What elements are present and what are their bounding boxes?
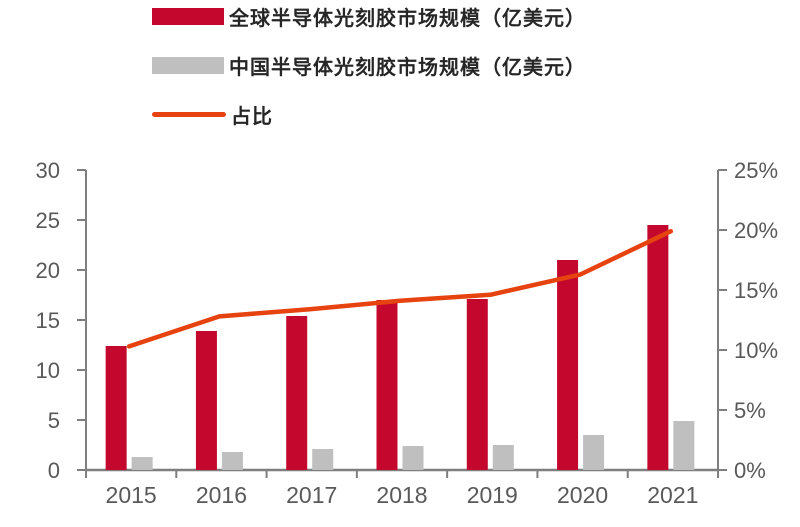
x-tick-label: 2017 [286, 482, 337, 508]
china-market-bar-2019 [492, 445, 514, 470]
legend-item-ratio: 占比 [152, 104, 586, 128]
legend-item-global: 全球半导体光刻胶市场规模（亿美元） [152, 6, 586, 30]
x-tick-label: 2020 [557, 482, 608, 508]
y-right-tick-label: 15% [734, 278, 778, 303]
china-market-bar-2021 [673, 421, 695, 470]
y-left-tick-label: 30 [36, 158, 60, 183]
y-left-tick-label: 25 [36, 208, 60, 233]
y-right-tick-label: 20% [734, 218, 778, 243]
global-market-bar-2021 [647, 225, 669, 470]
x-tick-label: 2019 [467, 482, 518, 508]
y-left-tick-label: 10 [36, 358, 60, 383]
ratio-line [126, 228, 674, 349]
legend-label-china: 中国半导体光刻胶市场规模（亿美元） [229, 56, 586, 79]
global-market-bar-2015 [105, 346, 127, 470]
legend-label-ratio: 占比 [231, 105, 273, 128]
y-left-tick-label: 5 [48, 408, 60, 433]
x-tick-label: 2018 [376, 482, 427, 508]
global-market-bar-2020 [557, 260, 579, 470]
china-market-bar-2020 [583, 435, 605, 470]
china-market-bar-2016 [221, 452, 243, 470]
china-series-swatch [152, 56, 224, 74]
legend-item-china: 中国半导体光刻胶市场规模（亿美元） [152, 55, 586, 79]
x-tick-label: 2021 [647, 482, 698, 508]
y-left-tick-label: 15 [36, 308, 60, 333]
china-market-bar-2018 [402, 446, 424, 470]
y-right-tick-label: 0% [734, 458, 766, 483]
x-tick-label: 2016 [196, 482, 247, 508]
y-right-tick-label: 5% [734, 398, 766, 423]
global-market-bar-2017 [286, 316, 308, 470]
global-series-swatch [152, 7, 224, 25]
ratio-series-swatch [152, 111, 226, 117]
y-right-tick-label: 10% [734, 338, 778, 363]
global-market-bar-2019 [466, 299, 488, 470]
x-tick-label: 2015 [106, 482, 157, 508]
china-market-bar-2015 [131, 457, 153, 470]
china-market-bar-2017 [312, 449, 334, 470]
y-right-tick-label: 25% [734, 158, 778, 183]
y-left-tick-label: 0 [48, 458, 60, 483]
legend-label-global: 全球半导体光刻胶市场规模（亿美元） [229, 7, 586, 30]
legend: 全球半导体光刻胶市场规模（亿美元） 中国半导体光刻胶市场规模（亿美元） 占比 [152, 6, 586, 153]
y-left-tick-label: 20 [36, 258, 60, 283]
global-market-bar-2016 [195, 331, 217, 470]
global-market-bar-2018 [376, 300, 398, 470]
